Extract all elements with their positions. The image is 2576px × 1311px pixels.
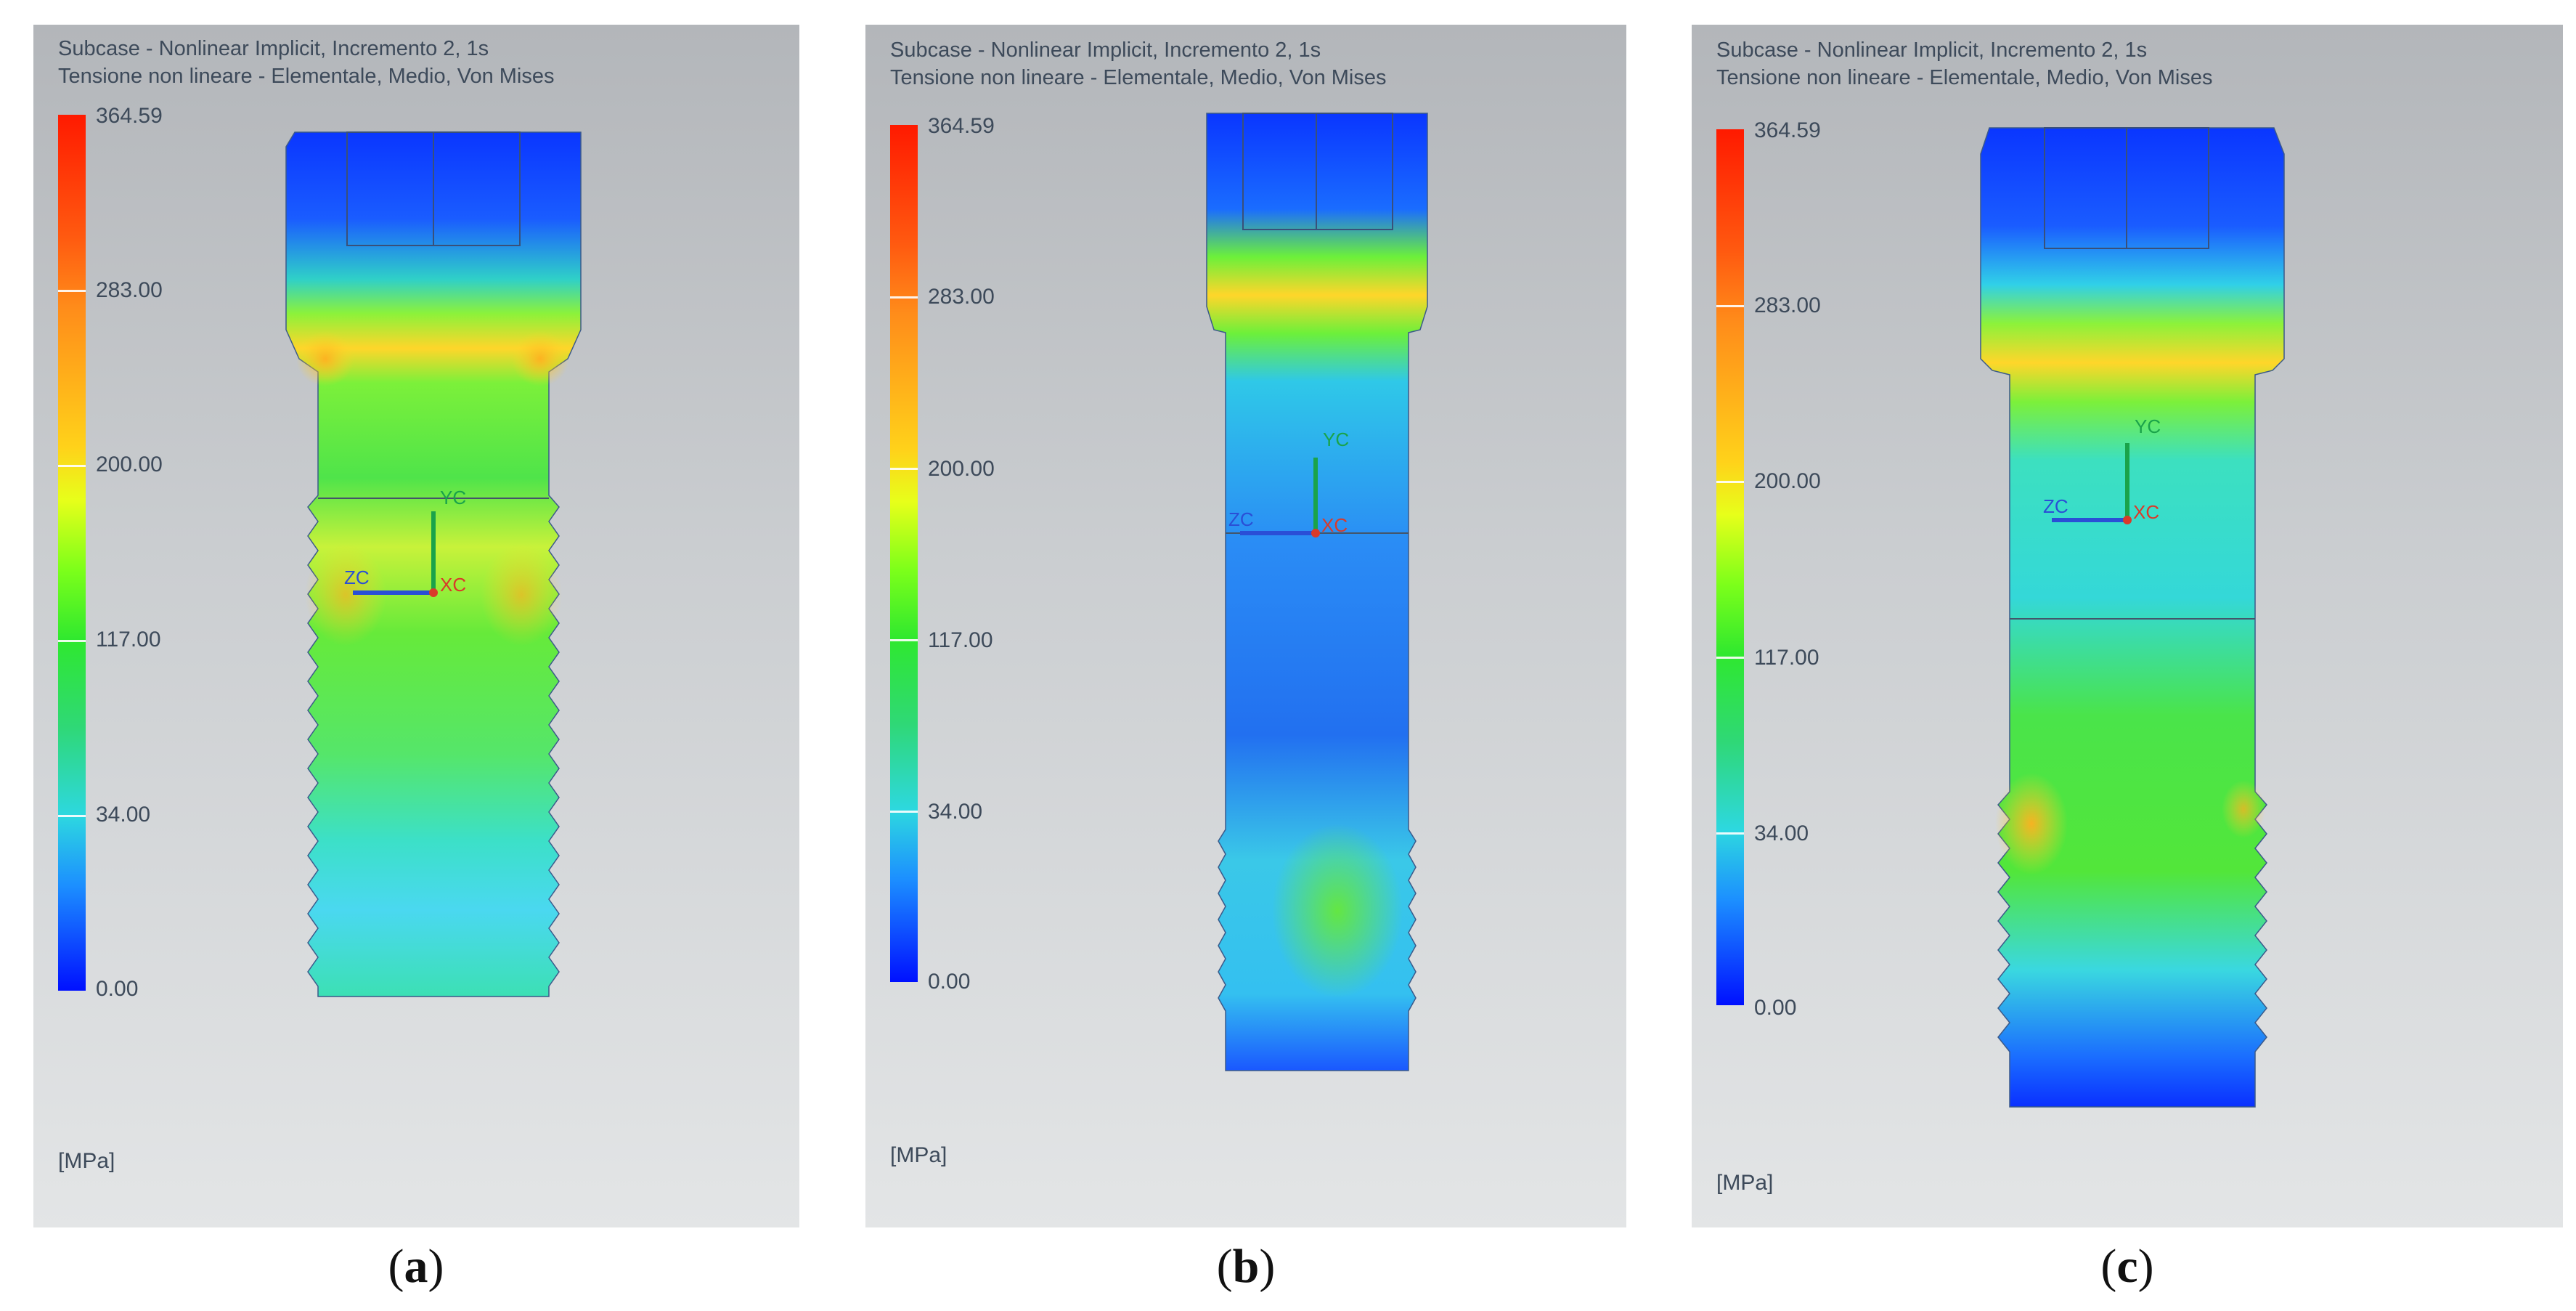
legend-label: 200.00 xyxy=(928,457,995,481)
y-axis-label: YC xyxy=(1323,429,1349,450)
caption-letter: a xyxy=(404,1240,428,1293)
stress-hotspot xyxy=(511,331,569,386)
caption-open: ( xyxy=(2100,1240,2117,1293)
legend-min-label: 0.00 xyxy=(96,977,139,1001)
x-axis-origin xyxy=(2123,516,2132,524)
legend-tick xyxy=(1716,832,1744,835)
x-axis-label: XC xyxy=(440,574,466,596)
caption-c: (c) xyxy=(2100,1239,2153,1294)
legend-label: 34.00 xyxy=(928,800,983,824)
caption-a: (a) xyxy=(388,1239,444,1294)
caption-letter: c xyxy=(2116,1240,2138,1293)
subcase-label: Subcase - Nonlinear Implicit, Incremento… xyxy=(890,38,1321,62)
legend-tick xyxy=(890,811,918,813)
subcase-label: Subcase - Nonlinear Implicit, Incremento… xyxy=(58,37,489,60)
caption-close: ) xyxy=(2137,1240,2154,1293)
legend-tick xyxy=(58,815,86,817)
caption-b: (b) xyxy=(1217,1239,1276,1294)
bolt-shape xyxy=(1980,127,2285,1108)
legend-tick xyxy=(890,639,918,641)
x-axis-label: XC xyxy=(2133,501,2159,523)
panel-a: Subcase - Nonlinear Implicit, Incremento… xyxy=(33,25,799,1227)
stress-hotspot xyxy=(296,331,354,386)
legend-tick xyxy=(890,468,918,470)
panel-header: Subcase - Nonlinear Implicit, Incremento… xyxy=(1716,36,2213,92)
y-axis-label: YC xyxy=(440,487,466,508)
legend-tick xyxy=(58,640,86,642)
x-axis-label: XC xyxy=(1321,514,1348,536)
z-axis-label: ZC xyxy=(1228,508,1254,530)
legend-max-label: 364.59 xyxy=(96,104,163,128)
unit-label: [MPa] xyxy=(1716,1171,1774,1195)
result-type-label: Tensione non lineare - Elementale, Medio… xyxy=(58,65,555,88)
legend-label: 283.00 xyxy=(928,285,995,309)
legend-label: 200.00 xyxy=(96,452,163,476)
result-type-label: Tensione non lineare - Elementale, Medio… xyxy=(890,66,1387,89)
legend-label: 34.00 xyxy=(1754,821,1809,845)
legend-tick xyxy=(58,465,86,467)
stress-contour-model: YC ZC XC xyxy=(285,131,582,997)
legend-tick xyxy=(58,290,86,292)
head-socket-outline xyxy=(1242,113,1393,230)
legend-tick xyxy=(890,296,918,299)
stress-hotspot xyxy=(1995,773,2068,874)
legend-min-label: 0.00 xyxy=(1754,996,1797,1020)
stress-contour-model: YC ZC XC xyxy=(1980,127,2285,1108)
stress-contour-model: YC ZC XC xyxy=(1206,113,1428,1071)
stress-hotspot xyxy=(1272,824,1403,998)
z-axis-label: ZC xyxy=(2043,495,2068,517)
legend-tick xyxy=(1716,305,1744,307)
panel-c: Subcase - Nonlinear Implicit, Incremento… xyxy=(1692,25,2563,1227)
x-axis-origin xyxy=(429,588,438,597)
legend-label: 200.00 xyxy=(1754,469,1821,493)
panel-header: Subcase - Nonlinear Implicit, Incremento… xyxy=(890,36,1387,92)
legend-label: 117.00 xyxy=(1754,646,1819,670)
z-axis-label: ZC xyxy=(344,567,370,588)
legend-label: 283.00 xyxy=(96,278,163,302)
stress-hotspot xyxy=(2222,780,2265,838)
color-legend-bar xyxy=(58,115,86,991)
legend-label: 117.00 xyxy=(96,628,161,652)
y-axis-label: YC xyxy=(2135,415,2161,437)
result-type-label: Tensione non lineare - Elementale, Medio… xyxy=(1716,66,2213,89)
legend-max-label: 364.59 xyxy=(1754,118,1821,142)
legend-max-label: 364.59 xyxy=(928,114,995,138)
unit-label: [MPa] xyxy=(890,1143,947,1167)
color-legend-bar xyxy=(890,125,918,982)
legend-tick xyxy=(1716,481,1744,483)
color-legend-bar xyxy=(1716,129,1744,1005)
panel-b: Subcase - Nonlinear Implicit, Incremento… xyxy=(865,25,1626,1227)
stress-hotspot xyxy=(481,544,562,646)
bolt-shape xyxy=(1206,113,1428,1071)
stress-hotspot xyxy=(305,544,386,646)
subcase-label: Subcase - Nonlinear Implicit, Incremento… xyxy=(1716,38,2148,62)
caption-open: ( xyxy=(388,1240,404,1293)
caption-open: ( xyxy=(1216,1240,1233,1293)
x-axis-origin xyxy=(1311,529,1320,537)
legend-label: 117.00 xyxy=(928,628,993,652)
caption-close: ) xyxy=(1259,1240,1276,1293)
legend-label: 283.00 xyxy=(1754,293,1821,317)
unit-label: [MPa] xyxy=(58,1149,115,1173)
caption-close: ) xyxy=(428,1240,444,1293)
legend-tick xyxy=(1716,657,1744,659)
caption-letter: b xyxy=(1232,1240,1260,1293)
panel-header: Subcase - Nonlinear Implicit, Incremento… xyxy=(58,35,555,90)
legend-min-label: 0.00 xyxy=(928,970,971,994)
legend-label: 34.00 xyxy=(96,803,151,827)
